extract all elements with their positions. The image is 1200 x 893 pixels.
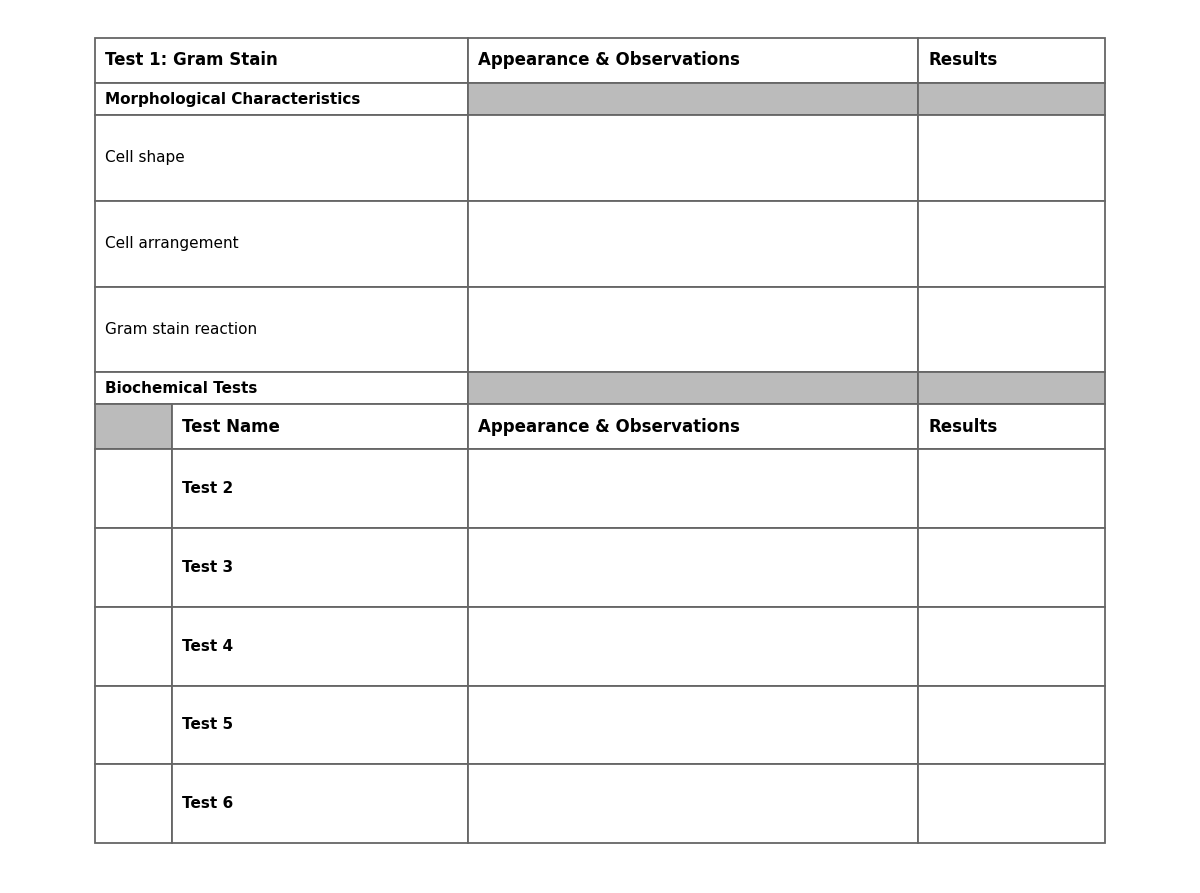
- Text: Gram stain reaction: Gram stain reaction: [106, 321, 257, 337]
- Text: Appearance & Observations: Appearance & Observations: [478, 418, 739, 436]
- Bar: [95, 372, 468, 405]
- Bar: [95, 528, 172, 607]
- Bar: [468, 38, 918, 83]
- Bar: [468, 607, 918, 686]
- Bar: [468, 83, 918, 115]
- Text: Results: Results: [928, 52, 997, 70]
- Bar: [918, 201, 1105, 287]
- Bar: [172, 449, 468, 528]
- Bar: [172, 686, 468, 764]
- Bar: [95, 83, 468, 115]
- Bar: [468, 201, 918, 287]
- Bar: [918, 528, 1105, 607]
- Bar: [918, 372, 1105, 405]
- Bar: [95, 607, 172, 686]
- Bar: [172, 405, 468, 449]
- Text: Morphological Characteristics: Morphological Characteristics: [106, 92, 360, 106]
- Bar: [918, 38, 1105, 83]
- Bar: [172, 607, 468, 686]
- Text: Test 5: Test 5: [181, 717, 233, 732]
- Bar: [918, 686, 1105, 764]
- Bar: [95, 38, 468, 83]
- Text: Appearance & Observations: Appearance & Observations: [478, 52, 739, 70]
- Bar: [918, 449, 1105, 528]
- Bar: [468, 287, 918, 372]
- Bar: [95, 449, 172, 528]
- Text: Cell shape: Cell shape: [106, 151, 185, 165]
- Text: Test 1: Gram Stain: Test 1: Gram Stain: [106, 52, 277, 70]
- Text: Test 6: Test 6: [181, 797, 233, 811]
- Bar: [468, 372, 918, 405]
- Text: Test Name: Test Name: [181, 418, 280, 436]
- Bar: [918, 287, 1105, 372]
- Text: Test 2: Test 2: [181, 481, 233, 497]
- Text: Test 4: Test 4: [181, 638, 233, 654]
- Bar: [468, 528, 918, 607]
- Bar: [95, 686, 172, 764]
- Bar: [172, 528, 468, 607]
- Text: Results: Results: [928, 418, 997, 436]
- Bar: [918, 607, 1105, 686]
- Bar: [918, 405, 1105, 449]
- Text: Biochemical Tests: Biochemical Tests: [106, 380, 257, 396]
- Bar: [918, 83, 1105, 115]
- Bar: [468, 405, 918, 449]
- Bar: [468, 686, 918, 764]
- Bar: [95, 287, 468, 372]
- Bar: [95, 764, 172, 843]
- Bar: [918, 115, 1105, 201]
- Bar: [468, 115, 918, 201]
- Bar: [95, 405, 172, 449]
- Bar: [468, 764, 918, 843]
- Bar: [468, 449, 918, 528]
- Bar: [95, 201, 468, 287]
- Text: Cell arrangement: Cell arrangement: [106, 236, 239, 251]
- Bar: [172, 764, 468, 843]
- Bar: [95, 115, 468, 201]
- Bar: [918, 764, 1105, 843]
- Text: Test 3: Test 3: [181, 560, 233, 575]
